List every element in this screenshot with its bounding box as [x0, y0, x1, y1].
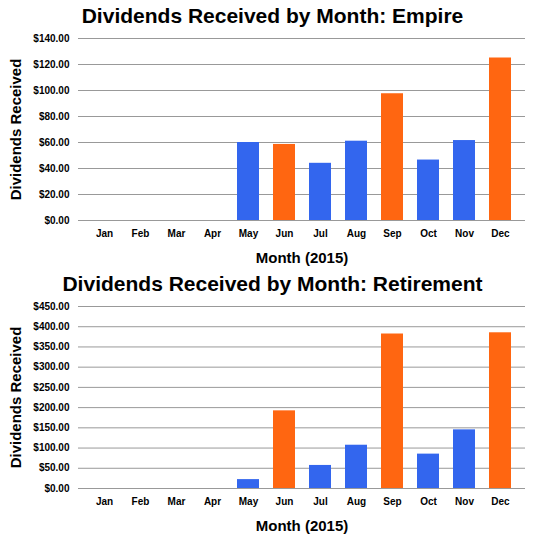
svg-text:Mar: Mar	[168, 228, 186, 239]
svg-text:Jul: Jul	[313, 496, 328, 507]
svg-text:Month (2015): Month (2015)	[256, 517, 349, 534]
svg-text:$100.00: $100.00	[33, 85, 70, 96]
svg-text:Oct: Oct	[420, 496, 437, 507]
svg-text:Mar: Mar	[168, 496, 186, 507]
svg-text:$0.00: $0.00	[44, 483, 69, 494]
svg-text:Aug: Aug	[347, 496, 366, 507]
svg-text:Dec: Dec	[491, 496, 510, 507]
svg-text:Nov: Nov	[455, 228, 474, 239]
svg-text:Sep: Sep	[383, 496, 401, 507]
svg-text:$50.00: $50.00	[39, 462, 70, 473]
svg-text:Oct: Oct	[420, 228, 437, 239]
svg-text:$200.00: $200.00	[33, 402, 70, 413]
svg-text:Jan: Jan	[96, 228, 113, 239]
html-text:Dividends Received by Month: R: Dividends Received by Month: Retirement	[62, 272, 483, 295]
svg-text:Dec: Dec	[491, 228, 510, 239]
svg-text:$150.00: $150.00	[33, 422, 70, 433]
svg-text:Feb: Feb	[132, 496, 150, 507]
svg-text:$250.00: $250.00	[33, 382, 70, 393]
svg-text:$40.00: $40.00	[39, 163, 70, 174]
svg-text:$140.00: $140.00	[33, 33, 70, 44]
svg-text:$300.00: $300.00	[33, 361, 70, 372]
svg-text:$0.00: $0.00	[44, 215, 69, 226]
svg-text:$80.00: $80.00	[39, 111, 70, 122]
svg-text:Jun: Jun	[276, 228, 294, 239]
svg-text:Nov: Nov	[455, 496, 474, 507]
svg-text:$100.00: $100.00	[33, 442, 70, 453]
svg-text:$60.00: $60.00	[39, 137, 70, 148]
svg-text:Dividends Received: Dividends Received	[7, 327, 24, 469]
svg-text:Apr: Apr	[204, 228, 221, 239]
svg-text:May: May	[239, 228, 259, 239]
svg-text:Jul: Jul	[313, 228, 328, 239]
svg-text:$20.00: $20.00	[39, 189, 70, 200]
svg-text:$450.00: $450.00	[33, 301, 70, 312]
svg-text:Month (2015): Month (2015)	[256, 249, 349, 266]
svg-text:Jan: Jan	[96, 496, 113, 507]
svg-text:$350.00: $350.00	[33, 341, 70, 352]
svg-text:Dividends Received: Dividends Received	[7, 59, 24, 201]
svg-text:Aug: Aug	[347, 228, 366, 239]
svg-text:Feb: Feb	[132, 228, 150, 239]
svg-text:Jun: Jun	[276, 496, 294, 507]
svg-text:May: May	[239, 496, 259, 507]
svg-text:$120.00: $120.00	[33, 59, 70, 70]
html-text:Dividends Received by Month: E: Dividends Received by Month: Empire	[81, 4, 464, 27]
svg-text:Apr: Apr	[204, 496, 221, 507]
svg-text:Sep: Sep	[383, 228, 401, 239]
svg-text:$400.00: $400.00	[33, 321, 70, 332]
